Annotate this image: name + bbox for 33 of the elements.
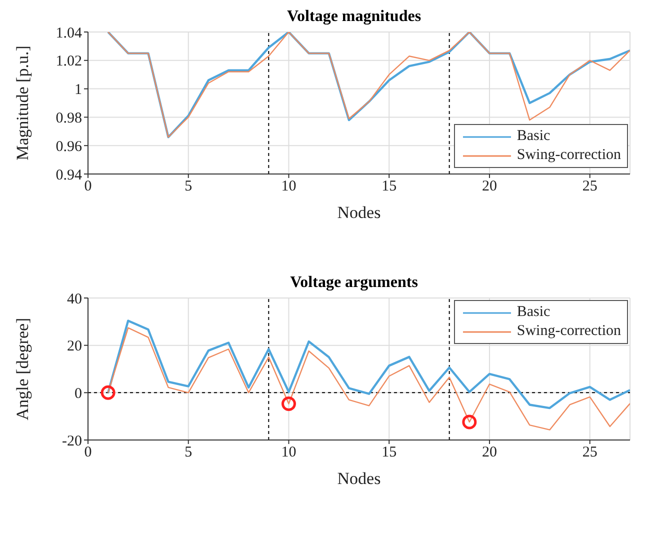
y-tick-label: 1 (74, 82, 82, 98)
legend-label: Basic (516, 127, 550, 146)
x-tick-label: 25 (582, 444, 598, 461)
chart-title: Voltage magnitudes (286, 8, 422, 26)
x-tick-label: 10 (281, 444, 296, 461)
x-tick-label: 15 (382, 178, 397, 195)
x-tick-label: 20 (482, 444, 497, 461)
y-tick-label: 1.02 (56, 54, 82, 70)
x-axis-title: Nodes (337, 203, 381, 222)
y-tick-label: 40 (67, 291, 82, 308)
x-tick-label: 20 (482, 178, 497, 195)
y-tick-label: -20 (62, 433, 82, 450)
y-tick-label: 20 (67, 338, 82, 355)
x-tick-label: 5 (184, 178, 192, 195)
y-tick-label: 1.04 (56, 25, 82, 42)
y-tick-label: 0.94 (56, 167, 82, 184)
point (462, 414, 477, 430)
x-tick-label: 5 (184, 444, 192, 461)
x-tick-label: 25 (582, 178, 598, 195)
y-axis-title: Angle [degree] (13, 318, 32, 420)
x-tick-label: 10 (281, 178, 296, 195)
chart-title: Voltage arguments (289, 274, 419, 292)
y-tick-label: 0.98 (56, 110, 82, 127)
legend-label: Swing-correction (516, 322, 621, 341)
x-axis-title: Nodes (337, 469, 381, 488)
legend-label: Swing-correction (516, 146, 621, 165)
point (100, 385, 116, 400)
y-tick-label: 0 (74, 386, 82, 402)
y-axis-title: Magnitude [p.u.] (13, 46, 32, 160)
y-tick-label: 0.96 (56, 138, 82, 155)
legend-label: Basic (516, 303, 550, 322)
point (281, 396, 296, 412)
x-tick-label: 15 (382, 444, 397, 461)
